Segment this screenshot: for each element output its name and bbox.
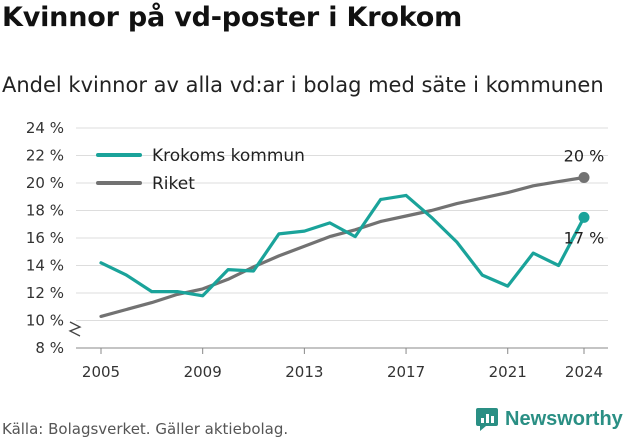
y-tick-label: 20 %	[26, 174, 64, 192]
grid-layer	[76, 127, 608, 321]
y-tick-label: 16 %	[26, 229, 64, 247]
x-tick-label: 2017	[387, 363, 425, 381]
brand-name: Newsworthy	[505, 407, 623, 430]
axis-break-icon	[68, 321, 82, 337]
x-tick-label: 2013	[285, 363, 323, 381]
series-line-riket	[99, 175, 586, 318]
chart-subtitle: Andel kvinnor av alla vd:ar i bolag med …	[2, 73, 604, 97]
y-tick-label: 10 %	[26, 312, 64, 330]
newsworthy-icon	[476, 408, 498, 431]
y-tick-label: 14 %	[26, 257, 64, 275]
y-tick-label: 24 %	[26, 119, 64, 137]
series-line-krokom	[99, 193, 586, 298]
label-layer: 20 % 17 %	[564, 147, 605, 248]
y-tick-label: 18 %	[26, 202, 64, 220]
legend-label: Riket	[152, 174, 195, 194]
series-layer	[99, 172, 590, 318]
x-tick-label: 2009	[184, 363, 222, 381]
chart-title: Kvinnor på vd-poster i Krokom	[2, 2, 463, 33]
end-point-krokom	[578, 211, 590, 223]
y-tick-label: 12 %	[26, 284, 64, 302]
x-tick-label: 2021	[489, 363, 527, 381]
newsworthy-logo[interactable]: Newsworthy	[474, 406, 623, 432]
end-point-riket	[578, 172, 590, 183]
y-tick-label: 22 %	[26, 147, 64, 165]
legend-layer: Krokoms kommun Riket	[96, 146, 305, 194]
source-note: Källa: Bolagsverket. Gäller aktiebolag.	[2, 420, 289, 438]
y-tick-label: 8 %	[35, 339, 64, 357]
end-label-riket: 20 %	[564, 147, 605, 166]
legend-label: Krokoms kommun	[152, 146, 305, 166]
end-label-krokom: 17 %	[564, 228, 605, 247]
x-tick-label: 2024	[565, 363, 603, 381]
x-tick-label: 2005	[82, 363, 120, 381]
axis-layer: 8 % 10 % 12 % 14 % 16 % 18 % 20 % 22 % 24 % 2005 2…	[26, 119, 608, 381]
